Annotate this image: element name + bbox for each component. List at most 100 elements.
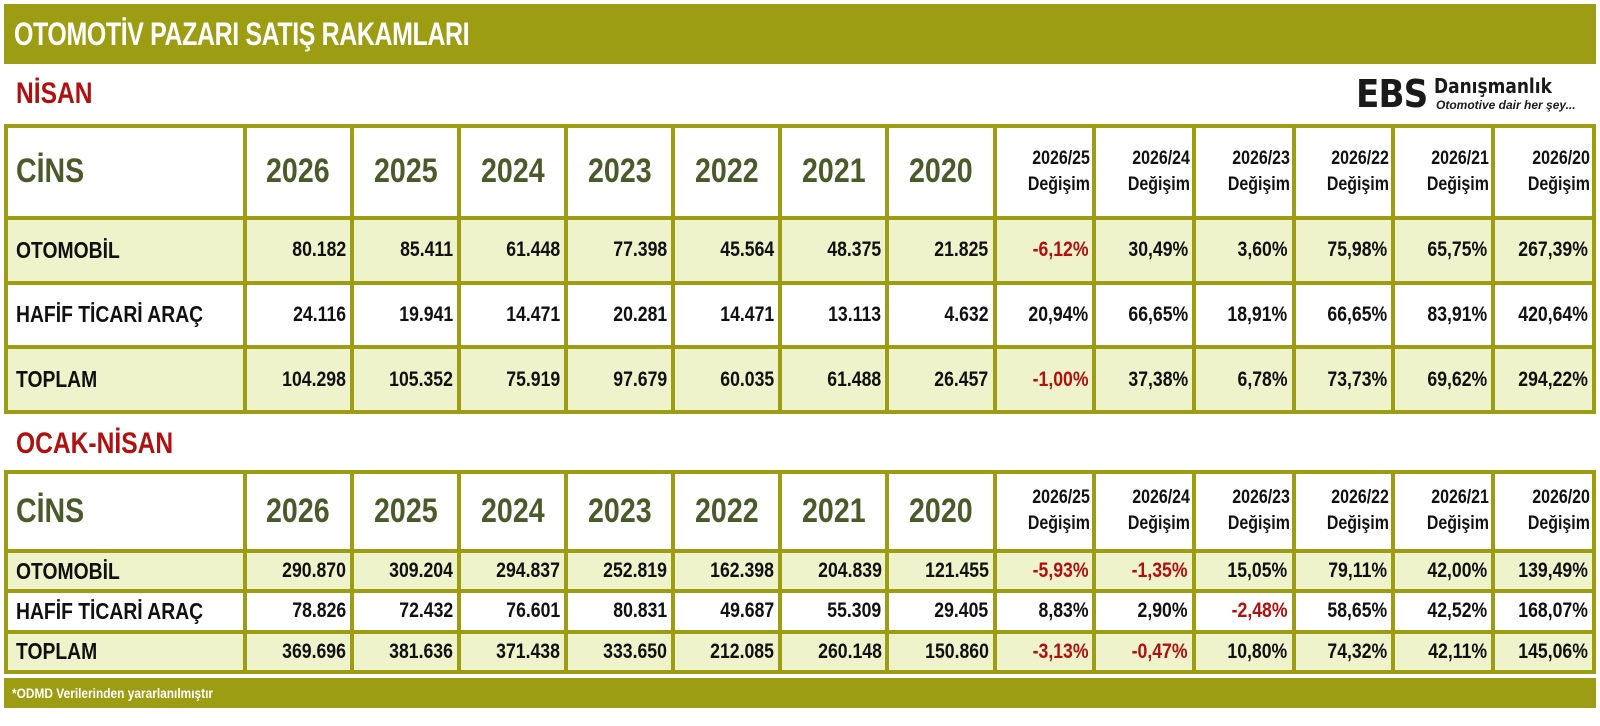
change-percent-cell: 42,52% xyxy=(1395,593,1491,630)
sales-value-cell: 381.636 xyxy=(353,633,457,670)
sales-value-cell: 78.826 xyxy=(246,593,350,630)
sales-value-cell: 97.679 xyxy=(568,349,672,410)
change-percent-cell: 267,39% xyxy=(1494,219,1592,281)
header-change: 2026/22 Değişim xyxy=(1295,128,1392,216)
header-year: 2026 xyxy=(246,128,350,216)
header-year: 2020 xyxy=(889,474,993,549)
sales-value-cell: 14.471 xyxy=(675,284,779,346)
sales-value-cell: 49.687 xyxy=(675,593,779,630)
table-nisan: CİNS 2026 2025 2024 2023 2022 2021 2020 2026/25 D… xyxy=(4,124,1596,414)
change-percent-cell: 66,65% xyxy=(1295,284,1392,346)
sales-value-cell: 72.432 xyxy=(353,593,457,630)
table-row: TOPLAM 104.298 105.352 75.919 97.679 60.035 61… xyxy=(8,349,1592,410)
sales-value-cell: 26.457 xyxy=(889,349,993,410)
header-year: 2023 xyxy=(568,474,672,549)
change-percent-cell: 139,49% xyxy=(1494,552,1592,590)
header-change: 2026/21 Değişim xyxy=(1395,474,1491,549)
header-year: 2022 xyxy=(675,128,779,216)
change-percent-cell: 18,91% xyxy=(1195,284,1292,346)
change-percent-cell: 42,00% xyxy=(1395,552,1491,590)
header-change: 2026/25 Değişim xyxy=(996,474,1093,549)
change-percent-cell: 37,38% xyxy=(1096,349,1192,410)
sales-value-cell: 294.837 xyxy=(460,552,565,590)
sales-value-cell: 77.398 xyxy=(568,219,672,281)
change-percent-cell: 2,90% xyxy=(1096,593,1192,630)
header-year: 2025 xyxy=(353,128,458,216)
table-header-row: CİNS 2026 2025 2024 2023 2022 2021 2020 2026/25 D… xyxy=(8,474,1592,549)
sales-value-cell: 19.941 xyxy=(353,284,458,346)
sales-value-cell: 45.564 xyxy=(675,219,779,281)
change-percent-cell: 58,65% xyxy=(1295,593,1392,630)
sales-value-cell: 162.398 xyxy=(675,552,779,590)
change-percent-cell: 30,49% xyxy=(1096,219,1192,281)
sales-value-cell: 61.488 xyxy=(782,349,886,410)
header-year: 2026 xyxy=(246,474,350,549)
change-percent-cell: 8,83% xyxy=(996,593,1093,630)
change-percent-cell: 420,64% xyxy=(1494,284,1592,346)
footer-note: *ODMD Verilerinden yararlanılmıştır xyxy=(4,678,1596,708)
sales-value-cell: 75.919 xyxy=(461,349,565,410)
sales-value-cell: 13.113 xyxy=(782,284,886,346)
change-percent-cell: -2,48% xyxy=(1195,593,1292,630)
row-label: HAFİF TİCARİ ARAÇ xyxy=(8,593,243,630)
change-percent-cell: 73,73% xyxy=(1295,349,1392,410)
header-change: 2026/21 Değişim xyxy=(1395,128,1491,216)
sales-value-cell: 21.825 xyxy=(889,219,993,281)
sales-value-cell: 204.839 xyxy=(782,552,886,590)
change-percent-cell: 168,07% xyxy=(1494,593,1592,630)
logo-name: Danışmanlık xyxy=(1434,74,1552,98)
change-percent-cell: -1,00% xyxy=(996,349,1093,410)
sales-value-cell: 14.471 xyxy=(461,284,565,346)
sales-table: CİNS 2026 2025 2024 2023 2022 2021 2020 2026/25 D… xyxy=(4,124,1596,414)
row-label: HAFİF TİCARİ ARAÇ xyxy=(8,284,243,346)
sales-value-cell: 369.696 xyxy=(246,633,350,670)
sales-value-cell: 121.455 xyxy=(889,552,993,590)
change-percent-cell: 69,62% xyxy=(1395,349,1491,410)
header-change: 2026/24 Değişim xyxy=(1096,474,1192,549)
header-year: 2025 xyxy=(353,474,457,549)
change-percent-cell: -1,35% xyxy=(1096,552,1192,590)
sales-value-cell: 80.182 xyxy=(246,219,350,281)
header-cins: CİNS xyxy=(8,128,243,216)
change-percent-cell: 145,06% xyxy=(1494,633,1592,670)
sales-value-cell: 48.375 xyxy=(782,219,886,281)
header-change: 2026/20 Değişim xyxy=(1494,474,1592,549)
change-percent-cell: 65,75% xyxy=(1395,219,1491,281)
sales-value-cell: 29.405 xyxy=(889,593,993,630)
table-ocak-nisan: CİNS 2026 2025 2024 2023 2022 2021 2020 2026/25 D… xyxy=(4,470,1596,674)
change-percent-cell: -3,13% xyxy=(996,633,1093,670)
ebs-logo: EBS Danışmanlık Otomotive dair her şey..… xyxy=(1356,72,1586,118)
row-label: OTOMOBİL xyxy=(8,552,243,590)
header-change: 2026/20 Değişim xyxy=(1494,128,1592,216)
row-label: OTOMOBİL xyxy=(8,219,243,281)
change-percent-cell: 42,11% xyxy=(1395,633,1491,670)
logo-tagline: Otomotive dair her şey... xyxy=(1436,98,1576,112)
header-year: 2024 xyxy=(461,128,565,216)
header-change: 2026/24 Değişim xyxy=(1096,128,1192,216)
header-cins: CİNS xyxy=(8,474,243,549)
section-label-nisan: NİSAN xyxy=(16,77,93,110)
sales-value-cell: 105.352 xyxy=(353,349,458,410)
sales-value-cell: 24.116 xyxy=(246,284,350,346)
change-percent-cell: 6,78% xyxy=(1195,349,1292,410)
sales-value-cell: 260.148 xyxy=(782,633,886,670)
sales-value-cell: 212.085 xyxy=(675,633,779,670)
change-percent-cell: -6,12% xyxy=(996,219,1093,281)
table-row: TOPLAM 369.696 381.636 371.438 333.650 212.08… xyxy=(8,633,1592,670)
header-change: 2026/25 Değişim xyxy=(996,128,1093,216)
sales-value-cell: 333.650 xyxy=(568,633,672,670)
header-change: 2026/22 Değişim xyxy=(1295,474,1392,549)
change-percent-cell: 83,91% xyxy=(1395,284,1491,346)
sales-value-cell: 309.204 xyxy=(353,552,457,590)
sales-value-cell: 20.281 xyxy=(568,284,672,346)
sales-value-cell: 61.448 xyxy=(461,219,565,281)
sales-value-cell: 80.831 xyxy=(568,593,672,630)
sales-value-cell: 104.298 xyxy=(246,349,350,410)
sales-table: CİNS 2026 2025 2024 2023 2022 2021 2020 2026/25 D… xyxy=(4,470,1596,674)
table-row: OTOMOBİL 80.182 85.411 61.448 77.398 45.564 48… xyxy=(8,219,1592,281)
change-percent-cell: 74,32% xyxy=(1295,633,1392,670)
sales-value-cell: 290.870 xyxy=(246,552,350,590)
change-percent-cell: 10,80% xyxy=(1195,633,1292,670)
header-year: 2020 xyxy=(889,128,993,216)
header-year: 2022 xyxy=(675,474,779,549)
